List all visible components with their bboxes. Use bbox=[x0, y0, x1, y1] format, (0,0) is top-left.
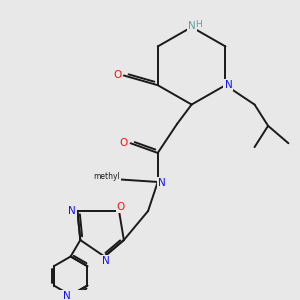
Text: O: O bbox=[117, 202, 125, 212]
Text: methyl: methyl bbox=[93, 172, 120, 181]
Text: N: N bbox=[68, 206, 76, 216]
Text: O: O bbox=[120, 138, 128, 148]
Text: N: N bbox=[102, 256, 110, 266]
Text: N: N bbox=[158, 178, 166, 188]
Text: N: N bbox=[224, 80, 232, 90]
Text: N: N bbox=[63, 291, 70, 300]
Text: O: O bbox=[113, 70, 121, 80]
Text: N: N bbox=[188, 21, 196, 31]
Text: H: H bbox=[195, 20, 202, 29]
